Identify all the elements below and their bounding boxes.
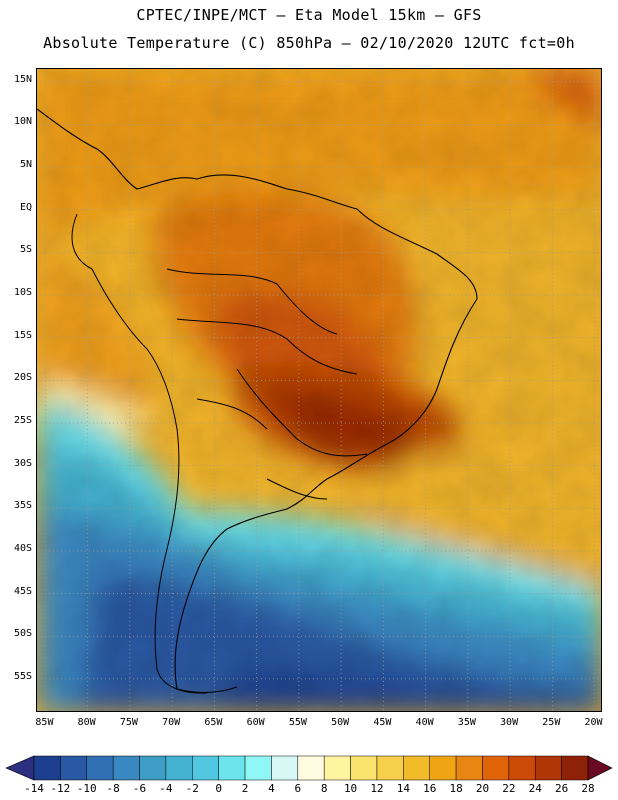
colorbar-tick-label: 2 xyxy=(241,782,249,795)
colorbar-tick-label: 16 xyxy=(423,782,437,795)
longitude-label: 25W xyxy=(542,717,561,728)
latitude-label: 30S xyxy=(13,457,32,469)
colorbar-tick-label: 6 xyxy=(294,782,302,795)
longitude-label: 20W xyxy=(584,717,603,728)
latitude-label: 25S xyxy=(13,414,32,426)
colorbar-segment xyxy=(350,755,378,781)
colorbar-segment xyxy=(455,755,483,781)
colorbar-segment xyxy=(297,755,325,781)
colorbar-tick-label: 26 xyxy=(554,782,569,795)
colorbar-tick-label: 22 xyxy=(502,782,516,795)
longitude-label: 80W xyxy=(77,717,96,728)
colorbar-segment xyxy=(86,755,114,781)
colorbar-tick-label: 0 xyxy=(215,782,222,795)
latitude-label: 5S xyxy=(19,244,32,256)
colorbar-tick-label: 24 xyxy=(528,782,542,795)
colorbar-segment xyxy=(112,755,140,781)
colorbar-segment xyxy=(323,755,351,781)
colorbar-tick-label: 18 xyxy=(449,782,463,795)
longitude-label: 40W xyxy=(415,717,434,728)
colorbar-tick-label: 10 xyxy=(343,782,358,795)
latitude-label: 50S xyxy=(13,628,32,640)
colorbar-segment xyxy=(139,755,167,781)
colorbar-segment xyxy=(165,755,193,781)
colorbar-segment xyxy=(60,755,88,781)
colorbar-segment xyxy=(429,755,457,781)
longitude-label: 30W xyxy=(500,717,519,728)
latitude-label: 20S xyxy=(13,372,32,384)
latitude-label: 45S xyxy=(13,585,32,597)
colorbar-segment xyxy=(508,755,536,781)
colorbar-tick-label: 12 xyxy=(370,782,384,795)
latitude-label: 10S xyxy=(13,287,32,299)
colorbar-tick-label: 4 xyxy=(268,782,275,795)
longitude-label: 65W xyxy=(204,717,223,728)
colorbar-segment xyxy=(271,755,299,781)
colorbar-segment xyxy=(192,755,219,781)
title-line-1: CPTEC/INPE/MCT – Eta Model 15km – GFS xyxy=(136,6,482,24)
colorbar-tick-label: 14 xyxy=(396,782,410,795)
colorbar-tick-label: -6 xyxy=(132,782,147,795)
colorbar-tick-label: -14 xyxy=(24,782,44,795)
colorbar-segment xyxy=(33,755,61,781)
longitude-label: 70W xyxy=(162,717,181,728)
temperature-field xyxy=(37,69,601,711)
longitude-label: 75W xyxy=(119,717,138,728)
colorbar-segment xyxy=(534,755,562,781)
colorbar-tick-label: 20 xyxy=(475,782,490,795)
longitude-label: 85W xyxy=(35,717,54,728)
longitude-label: 35W xyxy=(457,717,476,728)
colorbar-segment xyxy=(403,755,430,781)
colorbar-segment xyxy=(244,755,272,781)
colorbar-segment xyxy=(561,755,589,781)
colorbar-tick-label: -2 xyxy=(185,782,199,795)
colorbar-segment xyxy=(218,755,246,781)
longitude-label: 45W xyxy=(373,717,392,728)
colorbar-tick-label: 28 xyxy=(581,782,595,795)
colorbar-tick-label: 8 xyxy=(320,782,328,795)
colorbar-segment xyxy=(482,755,510,781)
latitude-label: 55S xyxy=(13,670,32,682)
latitude-label: 5N xyxy=(19,159,32,171)
colorbar-under-triangle xyxy=(5,755,35,781)
colorbar-segment xyxy=(376,755,404,781)
latitude-label: 10N xyxy=(13,116,32,128)
longitude-label: 55W xyxy=(288,717,307,728)
latitude-label: EQ xyxy=(19,201,32,213)
temperature-map xyxy=(36,68,602,712)
field-texture xyxy=(37,69,601,711)
colorbar-tick-label: -12 xyxy=(50,782,71,795)
latitude-label: 15N xyxy=(13,73,32,85)
colorbar-tick-label: -8 xyxy=(106,782,120,795)
longitude-label: 60W xyxy=(246,717,265,728)
latitude-label: 35S xyxy=(13,500,32,512)
latitude-label: 15S xyxy=(13,329,32,341)
coastlines xyxy=(37,108,478,694)
title-line-2: Absolute Temperature (C) 850hPa – 02/10/… xyxy=(43,34,575,52)
graticule xyxy=(37,69,601,711)
colorbar xyxy=(5,755,613,781)
colorbar-over-triangle xyxy=(587,755,613,781)
colorbar-tick-label: -10 xyxy=(76,782,97,795)
latitude-label: 40S xyxy=(13,542,32,554)
colorbar-tick-label: -4 xyxy=(159,782,173,795)
longitude-label: 50W xyxy=(331,717,350,728)
